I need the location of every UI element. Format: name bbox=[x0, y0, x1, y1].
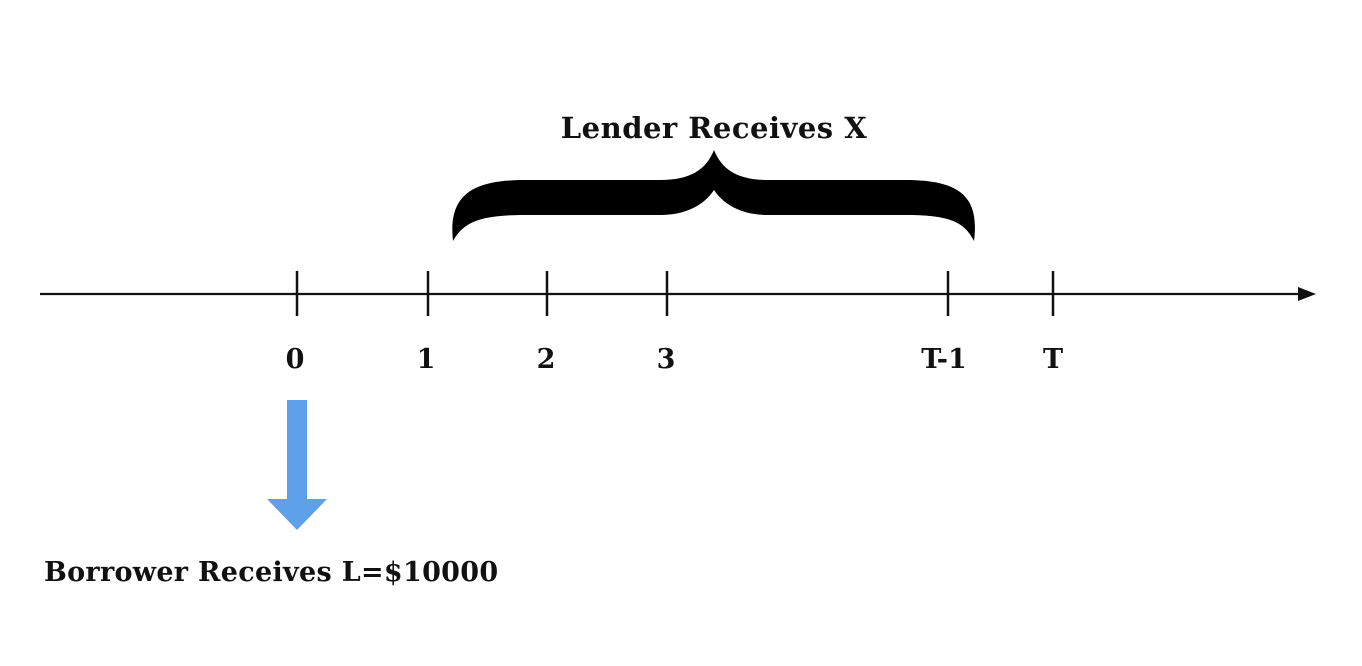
tick-label-t: T bbox=[1042, 344, 1064, 375]
tick-label-1: 1 bbox=[416, 344, 436, 375]
tick-label-3: 3 bbox=[656, 344, 676, 375]
lender-receives-label: Lender Receives X bbox=[560, 111, 868, 145]
borrower-arrow-shaft bbox=[287, 400, 307, 500]
lender-receives-brace bbox=[452, 150, 975, 241]
tick-label-t-minus-1: T-1 bbox=[921, 344, 967, 375]
tick-label-2: 2 bbox=[536, 344, 556, 375]
timeline-arrowhead bbox=[1298, 287, 1316, 301]
borrower-receives-label: Borrower Receives L=$10000 bbox=[44, 557, 499, 588]
tick-label-0: 0 bbox=[285, 344, 305, 375]
borrower-arrow-head bbox=[267, 499, 327, 530]
